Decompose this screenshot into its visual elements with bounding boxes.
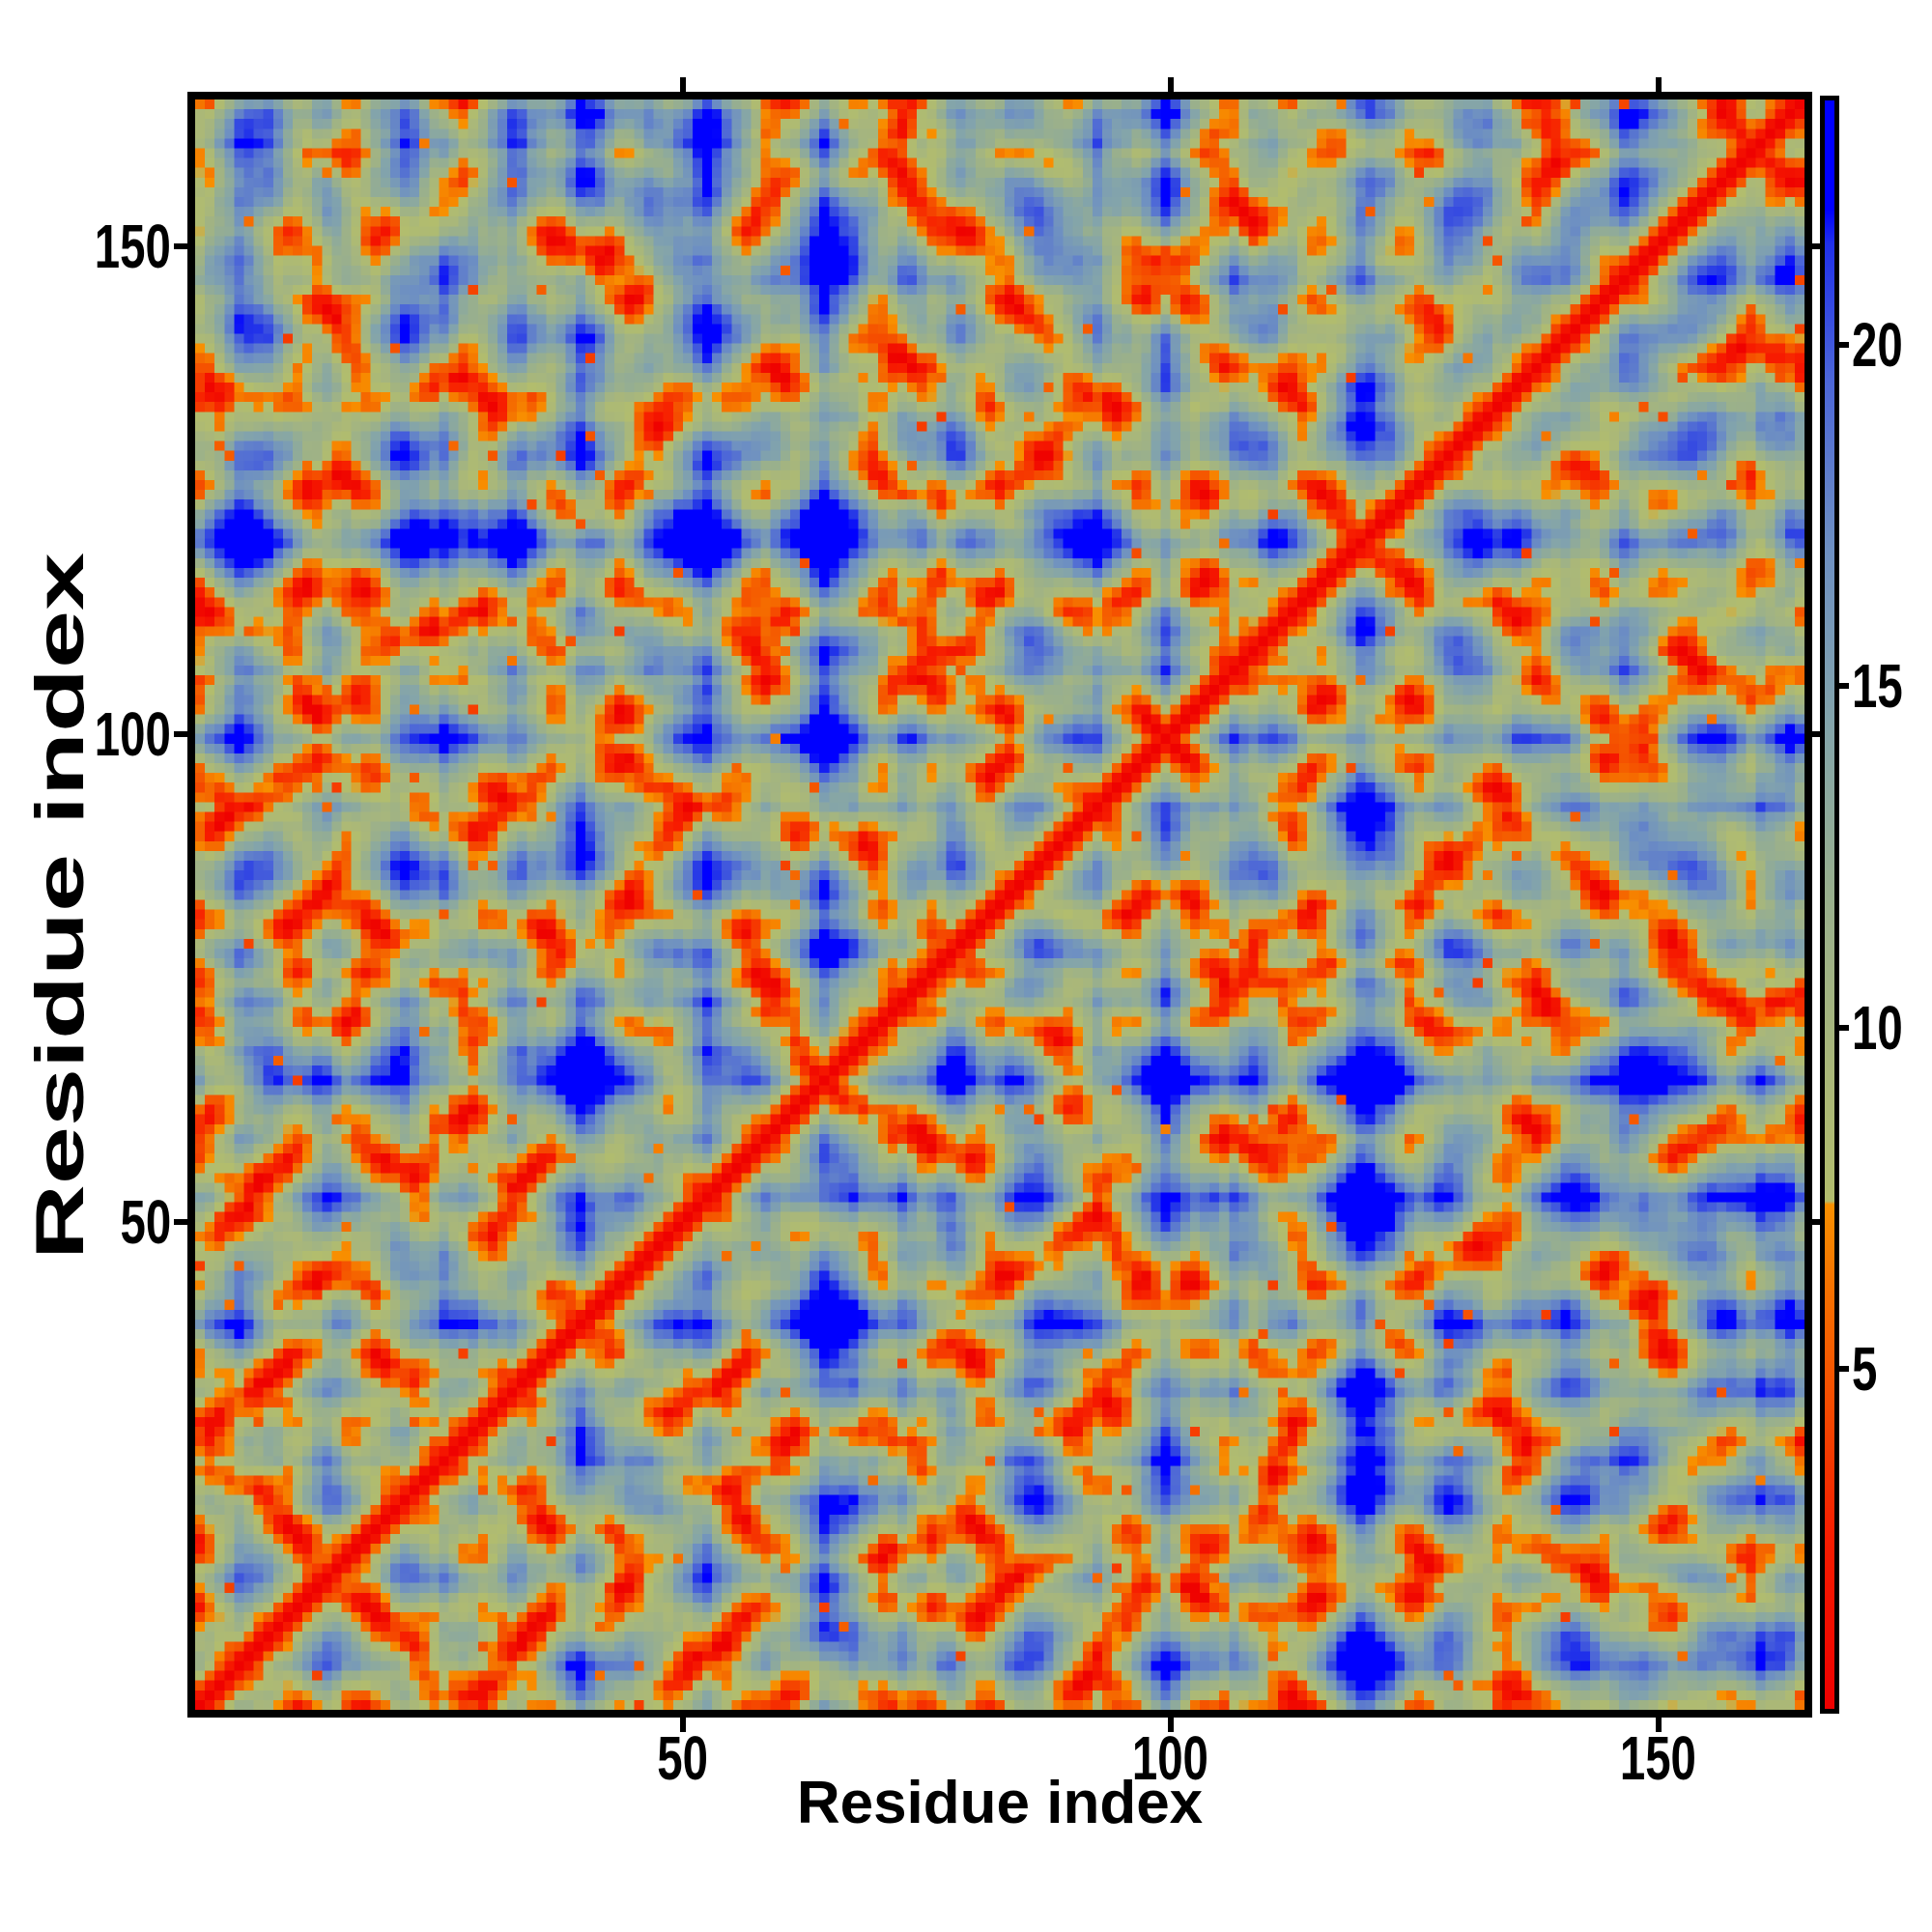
colorbar-tick-label: 5 [1852, 1338, 1931, 1400]
x-axis-label: Residue index [796, 1770, 1204, 1836]
y-axis-label: Residue index [21, 552, 98, 1261]
colorbar-tick-label: 15 [1852, 655, 1931, 717]
x-tick-label-text: 100 [1132, 1723, 1209, 1793]
colorbar-tick-label-text: 10 [1852, 992, 1903, 1063]
x-tick-label: 50 [538, 1727, 828, 1789]
x-tick-bottom [1167, 1718, 1174, 1732]
y-tick-label: 50 [0, 1191, 171, 1253]
colorbar-tick-label-text: 15 [1852, 651, 1903, 722]
x-tick-label-text: 150 [1620, 1723, 1697, 1793]
y-tick-label: 100 [0, 703, 171, 765]
heatmap-plot-frame [187, 92, 1812, 1718]
x-tick-label: 150 [1514, 1727, 1804, 1789]
colorbar-tick [1839, 1365, 1849, 1372]
y-tick-right [1812, 730, 1821, 737]
x-tick-bottom [1655, 1718, 1662, 1732]
colorbar-tick-label-text: 20 [1852, 310, 1903, 381]
x-tick-top [1655, 77, 1662, 92]
colorbar [1820, 96, 1839, 1714]
y-tick-left [174, 730, 187, 737]
x-tick-top [1167, 77, 1174, 92]
colorbar-tick [1839, 342, 1849, 349]
heatmap-canvas [195, 99, 1804, 1710]
x-tick-label: 100 [1026, 1727, 1316, 1789]
colorbar-tick [1839, 1024, 1849, 1031]
colorbar-gradient [1825, 100, 1834, 1709]
y-tick-left [174, 242, 187, 249]
y-tick-label-text: 100 [94, 698, 171, 769]
y-tick-label: 150 [0, 215, 171, 277]
y-tick-label-text: 50 [120, 1186, 171, 1257]
colorbar-tick-label: 10 [1852, 997, 1931, 1059]
y-tick-left [174, 1218, 187, 1225]
y-tick-right [1812, 1218, 1821, 1225]
y-tick-label-text: 150 [94, 211, 171, 281]
colorbar-tick-label-text: 5 [1852, 1333, 1878, 1404]
x-tick-bottom [679, 1718, 686, 1732]
colorbar-tick [1839, 683, 1849, 690]
x-tick-top [679, 77, 686, 92]
x-tick-label-text: 50 [657, 1723, 709, 1793]
y-tick-right [1812, 242, 1821, 249]
colorbar-tick-label: 20 [1852, 314, 1931, 376]
